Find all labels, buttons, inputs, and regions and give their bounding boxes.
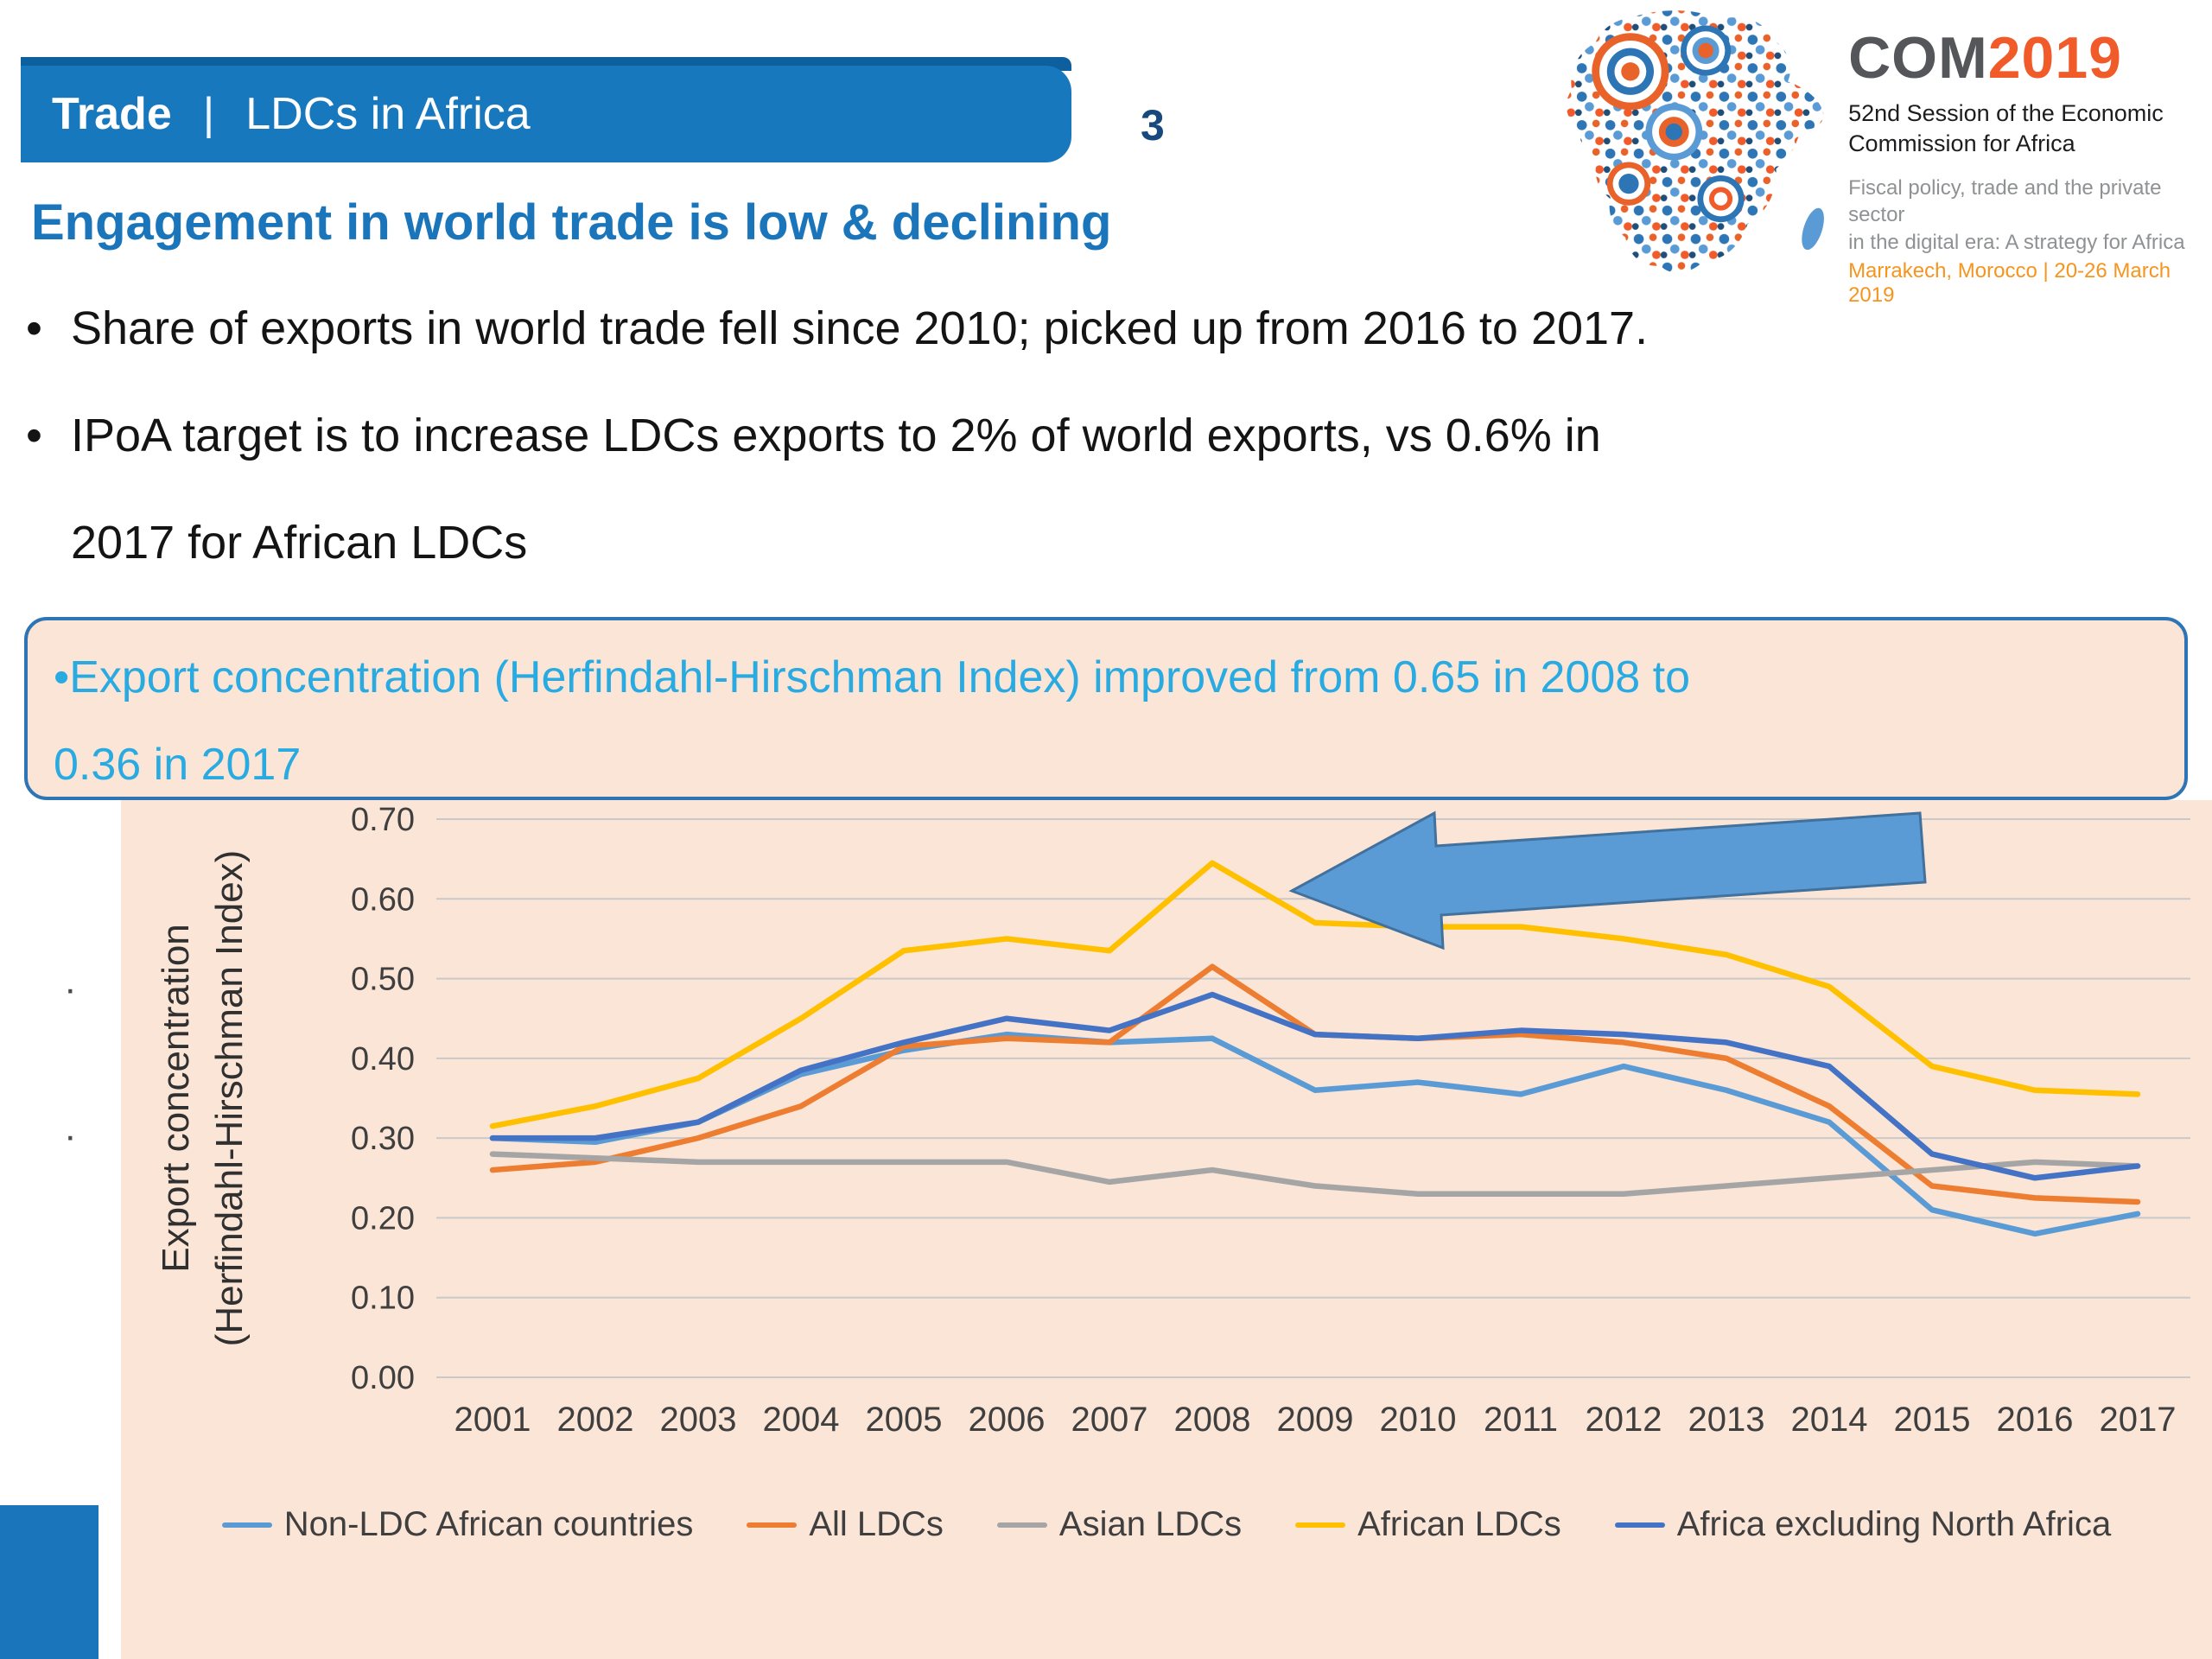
legend-swatch <box>221 1522 272 1528</box>
header-separator: | <box>202 89 215 139</box>
x-tick-label: 2010 <box>1380 1401 1457 1439</box>
legend-item: All LDCs <box>747 1505 944 1544</box>
callout-text-line1: •Export concentration (Herfindahl-Hirsch… <box>54 652 1690 702</box>
rosette-4 <box>1606 162 1651 206</box>
y-tick-label: 0.30 <box>351 1121 415 1157</box>
page-title: Engagement in world trade is low & decli… <box>31 194 1112 251</box>
x-tick-label: 2005 <box>866 1401 943 1439</box>
x-tick-label: 2007 <box>1071 1401 1148 1439</box>
legend-item: Non-LDC African countries <box>221 1505 694 1544</box>
bullet-list: • Share of exports in world trade fell si… <box>26 275 2190 597</box>
slide-page-number: 3 <box>1141 101 1165 149</box>
legend-label: Non-LDC African countries <box>283 1505 694 1543</box>
x-tick-label: 2001 <box>454 1401 531 1439</box>
legend-label: All LDCs <box>809 1505 944 1543</box>
bullet-marker: • <box>26 302 42 354</box>
x-tick-label: 2009 <box>1277 1401 1354 1439</box>
header-banner: Trade | LDCs in Africa <box>21 66 1071 162</box>
y-axis-title: Export concentration <box>155 924 197 1273</box>
theme-line2: in the digital era: A strategy for Afric… <box>1848 230 2185 254</box>
x-tick-label: 2011 <box>1484 1401 1558 1439</box>
legend-item: Africa excluding North Africa <box>1614 1505 2112 1544</box>
legend-label: Asian LDCs <box>1058 1505 1243 1543</box>
legend-label: Africa excluding North Africa <box>1676 1505 2112 1543</box>
legend-item: African LDCs <box>1295 1505 1561 1544</box>
conference-logo-text: COM2019 52nd Session of the Economic Com… <box>1848 0 2212 307</box>
bullet-item: • IPoA target is to increase LDCs exports… <box>26 382 2190 596</box>
madagascar-shape <box>1802 207 1824 251</box>
y-tick-label: 0.70 <box>351 802 415 838</box>
series-line <box>489 1151 2141 1197</box>
rosette-2 <box>1681 25 1732 76</box>
session-line1: 52nd Session of the Economic <box>1848 100 2164 126</box>
x-tick-label: 2008 <box>1174 1401 1251 1439</box>
bullet-text-continued: 2017 for African LDCs <box>71 517 528 569</box>
legend-swatch <box>747 1522 798 1528</box>
session-title: 52nd Session of the Economic Commission … <box>1848 99 2212 159</box>
africa-mosaic-logo <box>1566 10 1824 273</box>
x-tick-label: 2006 <box>969 1401 1046 1439</box>
series-line <box>489 860 2141 1129</box>
bullet-marker: • <box>26 410 42 462</box>
x-tick-label: 2015 <box>1894 1401 1971 1439</box>
y-tick-label: 0.40 <box>351 1041 415 1077</box>
x-tick-label: 2014 <box>1791 1401 1868 1439</box>
export-concentration-line-chart: 0.00 0.10 0.20 0.30 0.40 0.50 0.60 0.70 2001 2002… <box>155 802 2190 1439</box>
series-line <box>489 963 2141 1205</box>
series-line <box>489 991 2141 1181</box>
corner-accent-square <box>0 1505 99 1659</box>
conference-theme: Fiscal policy, trade and the private sec… <box>1848 175 2212 256</box>
brand-prefix: COM <box>1848 25 1988 91</box>
legend-swatch <box>1295 1522 1346 1528</box>
header-subsection-label: LDCs in Africa <box>245 89 531 139</box>
bullet-text: IPoA target is to increase LDCs exports … <box>71 410 1601 462</box>
brand-year: 2019 <box>1987 25 2122 91</box>
chart-panel: 0.00 0.10 0.20 0.30 0.40 0.50 0.60 0.70 2001 2002… <box>121 800 2212 1659</box>
x-tick-label: 2003 <box>660 1401 737 1439</box>
x-tick-label: 2013 <box>1688 1401 1765 1439</box>
clipped-text-fragment: · <box>64 968 77 1010</box>
rosette-1 <box>1592 33 1669 111</box>
x-tick-label: 2002 <box>557 1401 634 1439</box>
brand-wordmark: COM2019 <box>1848 24 2212 92</box>
legend-swatch <box>1614 1522 1665 1528</box>
y-tick-label: 0.10 <box>351 1281 415 1317</box>
y-tick-label: 0.60 <box>351 881 415 918</box>
clipped-text-fragment: · <box>64 1115 77 1157</box>
chart-legend: Non-LDC African countries All LDCs Asian… <box>121 1505 2212 1544</box>
theme-line1: Fiscal policy, trade and the private sec… <box>1848 176 2162 227</box>
conference-logo: COM2019 52nd Session of the Economic Com… <box>1547 0 2212 307</box>
rosette-5 <box>1697 175 1745 223</box>
series-line <box>489 1031 2141 1237</box>
y-tick-label: 0.50 <box>351 962 415 998</box>
x-tick-label: 2017 <box>2100 1401 2177 1439</box>
rosette-3 <box>1645 103 1703 161</box>
y-axis-title: (Herfindahl-Hirschman Index) <box>208 850 251 1347</box>
conference-venue: Marrakech, Morocco | 20-26 March 2019 <box>1848 258 2171 307</box>
bullet-text: Share of exports in world trade fell sin… <box>71 302 1649 354</box>
y-tick-label: 0.20 <box>351 1200 415 1236</box>
legend-swatch <box>996 1522 1047 1528</box>
header-section-label: Trade <box>52 89 172 139</box>
legend-item: Asian LDCs <box>996 1505 1243 1544</box>
session-line2: Commission for Africa <box>1848 130 2075 157</box>
legend-label: African LDCs <box>1357 1505 1561 1543</box>
callout-box: •Export concentration (Herfindahl-Hirsch… <box>24 617 2188 800</box>
y-tick-label: 0.00 <box>351 1360 415 1396</box>
x-tick-label: 2016 <box>1997 1401 2074 1439</box>
callout-text-line2: 0.36 in 2017 <box>54 740 302 791</box>
callout-arrow <box>1288 810 1927 950</box>
bullet-item: • Share of exports in world trade fell si… <box>26 275 2190 382</box>
x-tick-label: 2012 <box>1586 1401 1662 1439</box>
x-tick-label: 2004 <box>763 1401 840 1439</box>
